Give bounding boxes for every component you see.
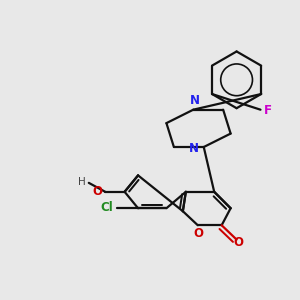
Text: O: O [233,236,243,249]
Text: N: N [190,94,200,107]
Text: F: F [264,104,272,117]
Text: O: O [92,185,102,198]
Text: Cl: Cl [101,201,114,214]
Text: N: N [188,142,198,155]
Text: O: O [194,227,203,240]
Text: H: H [78,177,86,187]
